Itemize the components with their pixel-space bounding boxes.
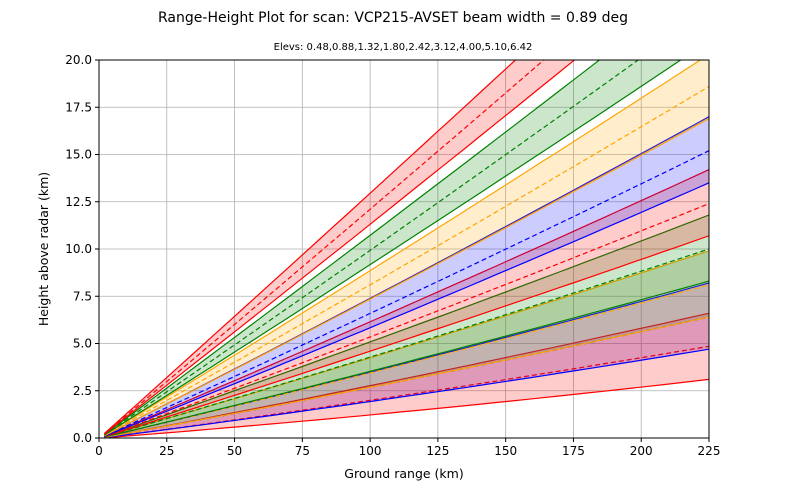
beam-upper-edge-4 [104, 60, 702, 436]
x-tick-label: 75 [295, 444, 310, 458]
beam-band-5.1 [104, 60, 681, 435]
x-tick-label: 50 [227, 444, 242, 458]
y-tick-label: 20.0 [65, 53, 92, 67]
beam-center-line-0.48 [104, 345, 709, 438]
y-tick-label: 12.5 [65, 195, 92, 209]
beam-center-line-1.8 [104, 248, 709, 438]
beam-lower-edge-0.88 [104, 348, 709, 438]
y-tick-label: 10.0 [65, 242, 92, 256]
beam-upper-edge-0.48 [104, 312, 709, 438]
x-tick-label: 25 [159, 444, 174, 458]
beam-upper-edge-2.42 [104, 169, 709, 437]
beam-lower-edge-2.42 [104, 235, 709, 438]
x-axis-label: Ground range (km) [344, 466, 463, 481]
beam-center-line-3.12 [104, 150, 709, 437]
beam-upper-edge-5.1 [104, 60, 601, 435]
x-tick-label: 125 [426, 444, 449, 458]
axis-ticks: 0 25 50 75 100 125 150 175 200 225 0.0 2.5 5.0 7.5 10.… [65, 53, 720, 458]
beam-lower-edge-0.48 [104, 378, 709, 438]
beam-band-6.42 [104, 60, 575, 434]
beam-band-0.48 [104, 313, 709, 438]
beam-lower-edge-5.1 [104, 60, 682, 436]
beam-lower-edge-6.42 [104, 60, 576, 435]
beam-center-line-4 [104, 85, 709, 436]
chart-title: Range-Height Plot for scan: VCP215-AVSET… [158, 10, 628, 26]
beam-upper-edge-1.8 [104, 214, 709, 438]
y-tick-label: 17.5 [65, 100, 92, 114]
beam-center-line-2.42 [104, 203, 709, 438]
beam-center-line-5.1 [104, 60, 640, 436]
beam-lower-edge-4 [104, 118, 709, 437]
y-tick-label: 7.5 [73, 289, 92, 303]
x-tick-label: 0 [95, 444, 103, 458]
x-tick-label: 100 [359, 444, 382, 458]
beam-center-line-6.42 [104, 60, 545, 435]
y-axis-label: Height above radar (km) [36, 172, 51, 326]
beam-lower-edge-3.12 [104, 182, 709, 437]
chart-subtitle: Elevs: 0.48,0.88,1.32,1.80,2.42,3.12,4.0… [274, 42, 533, 53]
beam-lower-edge-1.8 [104, 280, 709, 438]
y-tick-label: 2.5 [73, 384, 92, 398]
y-tick-label: 15.0 [65, 148, 92, 162]
y-tick-label: 5.0 [73, 337, 92, 351]
plot-area [103, 60, 709, 438]
beam-lower-edge-1.32 [104, 316, 709, 438]
x-tick-label: 225 [698, 444, 721, 458]
x-tick-label: 175 [562, 444, 585, 458]
beam-upper-edge-6.42 [103, 60, 517, 434]
beam-band-0.88 [104, 283, 709, 438]
x-tick-label: 150 [494, 444, 517, 458]
x-tick-label: 200 [630, 444, 653, 458]
y-tick-label: 0.0 [73, 431, 92, 445]
